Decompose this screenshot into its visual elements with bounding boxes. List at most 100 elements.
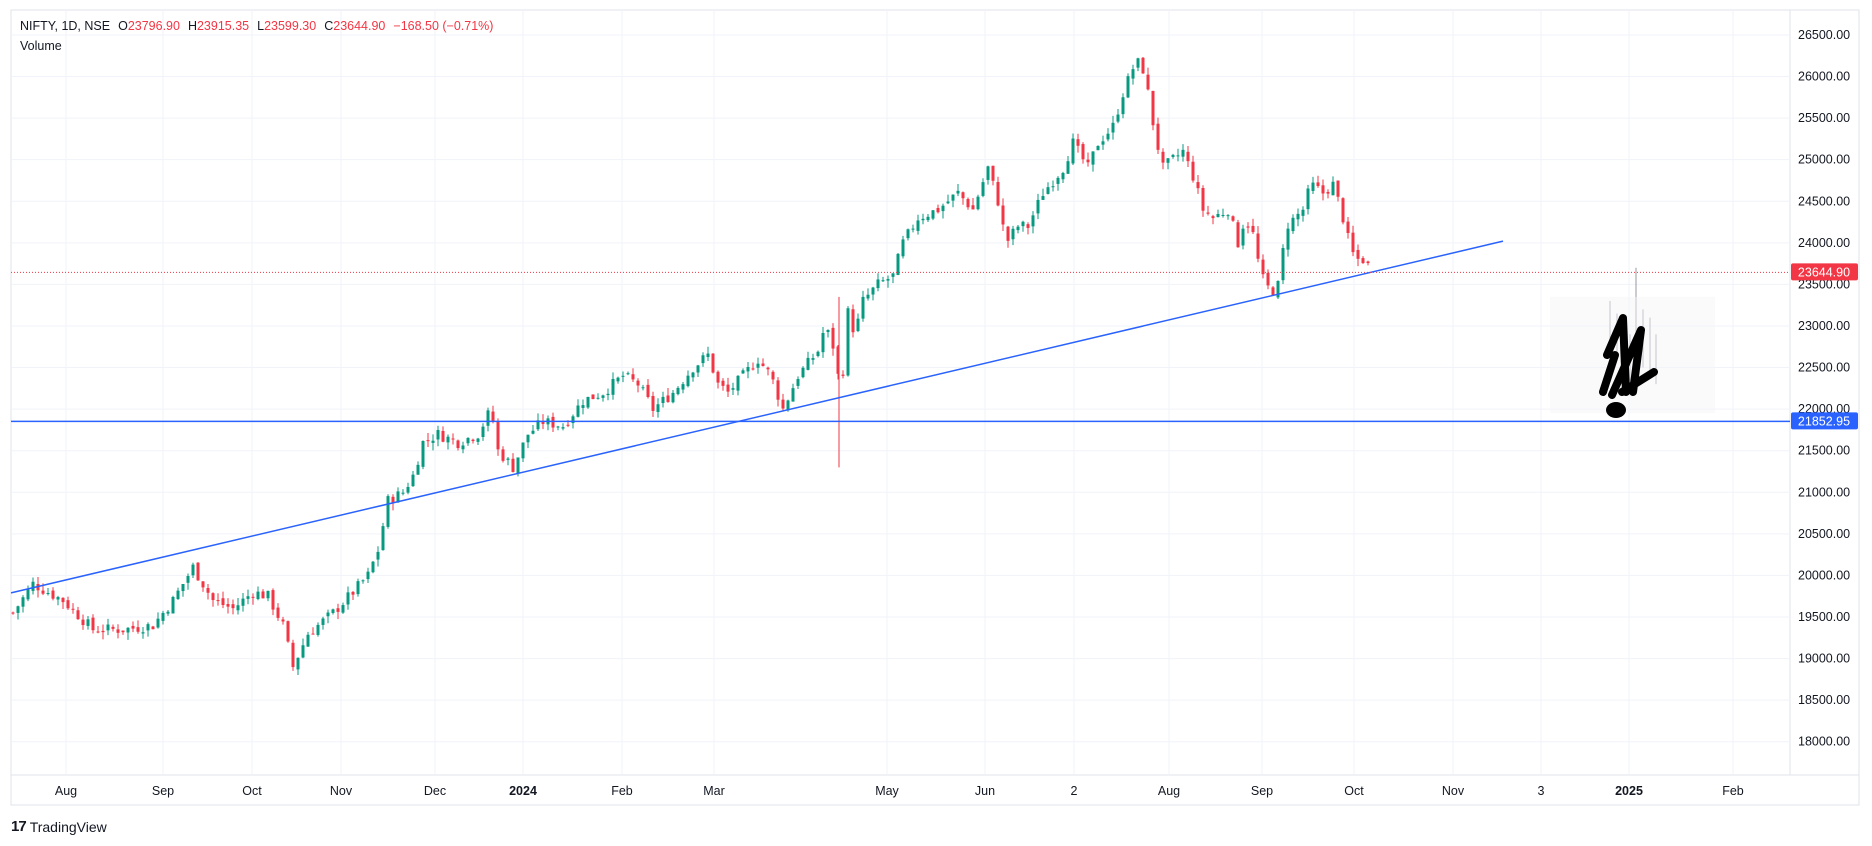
x-tick-label: 2 — [1071, 784, 1078, 798]
candle-body — [641, 387, 645, 389]
candle-body — [676, 387, 680, 395]
candle-body — [1191, 161, 1195, 181]
candle-body — [186, 576, 190, 583]
candle-body — [96, 631, 100, 633]
candle-body — [656, 404, 660, 412]
candle-body — [816, 351, 820, 357]
candle-body — [651, 395, 655, 411]
candle-body — [271, 590, 275, 610]
candle-body — [986, 166, 990, 180]
candle-body — [51, 590, 55, 599]
candle-body — [1056, 177, 1060, 184]
open-value: 23796.90 — [127, 19, 180, 33]
candle-body — [721, 380, 725, 386]
candle-body — [1006, 226, 1010, 241]
trendline[interactable] — [10, 240, 1504, 594]
candle-body — [486, 410, 490, 426]
candle-body — [246, 596, 250, 599]
candle-body — [151, 626, 155, 630]
candle-body — [836, 346, 840, 374]
candle-body — [1366, 261, 1370, 264]
candle-body — [366, 571, 370, 580]
candle-body — [936, 207, 940, 213]
candle-body — [1016, 226, 1020, 231]
candle-body — [461, 445, 465, 450]
candle-body — [171, 596, 175, 614]
candle-body — [1126, 76, 1130, 98]
candle-body — [406, 486, 410, 493]
candle-body — [746, 366, 750, 372]
candle-body — [436, 430, 440, 440]
candle-body — [661, 396, 665, 404]
candle-body — [496, 421, 500, 450]
candle-body — [1136, 58, 1140, 68]
candle-body — [876, 279, 880, 289]
candle-body — [411, 474, 415, 487]
candle-body — [1001, 205, 1005, 225]
candle-body — [391, 496, 395, 504]
candle-body — [386, 496, 390, 527]
y-tick-label: 21500.00 — [1798, 444, 1850, 458]
candle-body — [716, 371, 720, 383]
x-tick-label: Nov — [330, 784, 353, 798]
x-tick-label: 3 — [1538, 784, 1545, 798]
candle-body — [626, 373, 630, 375]
candle-body — [616, 377, 620, 382]
candle-body — [61, 597, 65, 603]
candle-body — [71, 608, 75, 610]
x-tick-label: Feb — [611, 784, 633, 798]
candle-body — [26, 589, 30, 600]
candle-body — [1311, 182, 1315, 191]
tradingview-brand[interactable]: 17 TradingView — [11, 818, 107, 835]
candle-body — [1151, 90, 1155, 126]
candle-body — [301, 645, 305, 658]
candle-body — [81, 619, 85, 626]
y-tick-label: 24500.00 — [1798, 194, 1850, 208]
candle-body — [991, 165, 995, 181]
candle-body — [846, 308, 850, 376]
y-tick-label: 21000.00 — [1798, 485, 1850, 499]
candle-body — [996, 181, 1000, 206]
candle-body — [871, 287, 875, 295]
drawing-stroke — [1608, 326, 1645, 399]
candle-body — [191, 564, 195, 576]
candle-body — [571, 416, 575, 424]
candle-body — [156, 618, 160, 628]
last-price-label: 23644.90 — [1798, 265, 1850, 279]
candle-body — [751, 368, 755, 370]
candle-body — [581, 405, 585, 408]
candle-body — [256, 591, 260, 600]
candle-body — [1161, 151, 1165, 163]
low-label: L — [257, 19, 265, 33]
candle-body — [1076, 139, 1080, 146]
candle-body — [1276, 281, 1280, 298]
candle-body — [1141, 57, 1145, 74]
candle-body — [481, 426, 485, 438]
candle-body — [906, 229, 910, 239]
y-tick-label: 22500.00 — [1798, 361, 1850, 375]
candle-body — [556, 426, 560, 428]
y-tick-label: 24000.00 — [1798, 236, 1850, 250]
open-label: O — [118, 19, 128, 33]
candle-body — [576, 405, 580, 417]
candle-body — [1026, 224, 1030, 228]
candle-body — [671, 392, 675, 403]
candle-body — [951, 194, 955, 201]
candle-body — [1166, 158, 1170, 163]
volume-indicator-label[interactable]: Volume — [20, 39, 62, 53]
low-value: 23599.30 — [264, 19, 317, 33]
candle-body — [521, 442, 525, 459]
candle-body — [551, 416, 555, 428]
candle-body — [276, 607, 280, 618]
candle-body — [596, 397, 600, 399]
candle-body — [166, 611, 170, 614]
y-tick-label: 25000.00 — [1798, 153, 1850, 167]
candle-body — [336, 608, 340, 612]
candle-body — [1091, 151, 1095, 165]
candle-body — [1216, 213, 1220, 218]
x-tick-label: Mar — [703, 784, 725, 798]
candle-body — [636, 380, 640, 386]
candle-body — [126, 627, 130, 633]
candle-body — [1041, 196, 1045, 200]
